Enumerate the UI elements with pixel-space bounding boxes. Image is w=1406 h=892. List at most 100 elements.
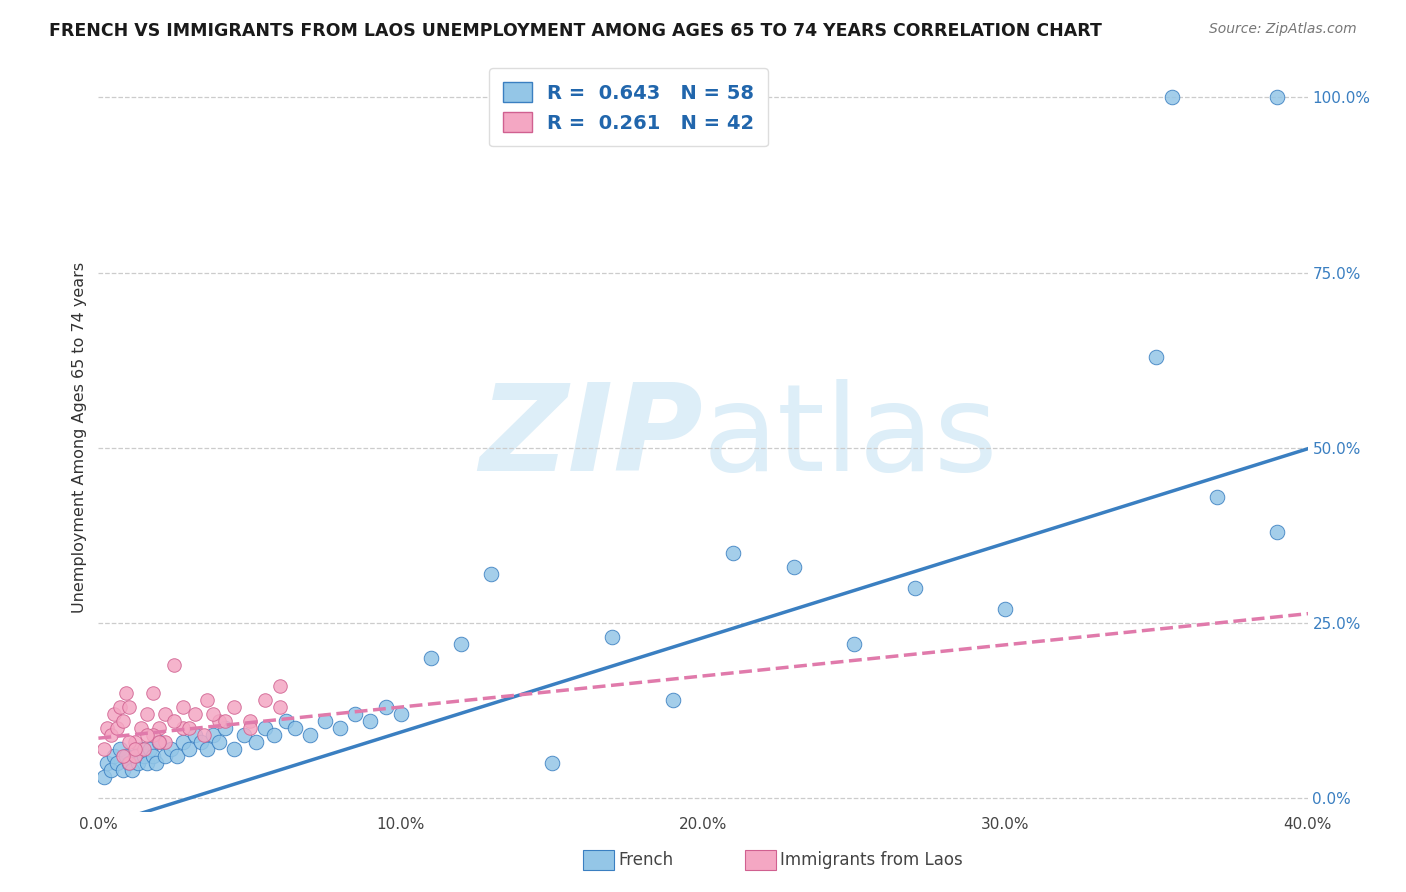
Point [153, 748, 176, 763]
Point [93, 741, 115, 756]
Point [114, 748, 136, 763]
Point [100, 763, 122, 777]
Text: FRENCH VS IMMIGRANTS FROM LAOS UNEMPLOYMENT AMONG AGES 65 TO 74 YEARS CORRELATIO: FRENCH VS IMMIGRANTS FROM LAOS UNEMPLOYM… [49, 22, 1102, 40]
Point [163, 657, 186, 672]
Point [329, 721, 352, 735]
Point [179, 721, 201, 735]
Point [661, 692, 683, 706]
Point [253, 721, 276, 735]
Point [374, 699, 396, 714]
Point [214, 714, 236, 728]
Point [602, 630, 624, 644]
Point [994, 601, 1017, 615]
Point [124, 741, 146, 756]
Point [132, 748, 155, 763]
Point [1267, 524, 1289, 539]
Point [148, 721, 170, 735]
Point [163, 714, 186, 728]
Point [208, 714, 231, 728]
Point [148, 734, 170, 748]
Point [284, 721, 307, 735]
Point [239, 721, 262, 735]
Point [904, 581, 927, 595]
Point [124, 748, 146, 763]
Y-axis label: Unemployment Among Ages 65 to 74 years: Unemployment Among Ages 65 to 74 years [72, 261, 87, 613]
Point [190, 734, 212, 748]
Point [208, 734, 231, 748]
Point [103, 706, 125, 721]
Text: French: French [619, 851, 673, 869]
Point [172, 734, 194, 748]
Point [1267, 90, 1289, 104]
Point [723, 546, 745, 560]
Point [844, 637, 866, 651]
Point [232, 728, 254, 742]
Point [160, 741, 183, 756]
Text: Immigrants from Laos: Immigrants from Laos [780, 851, 963, 869]
Point [239, 714, 262, 728]
Text: Source: ZipAtlas.com: Source: ZipAtlas.com [1209, 22, 1357, 37]
Point [105, 721, 128, 735]
Point [129, 721, 152, 735]
Point [111, 763, 134, 777]
Point [184, 728, 207, 742]
Point [314, 714, 336, 728]
Point [148, 734, 170, 748]
Point [172, 699, 194, 714]
Point [96, 756, 118, 770]
Point [142, 728, 165, 742]
Point [103, 748, 125, 763]
Point [1206, 490, 1229, 504]
Point [274, 714, 297, 728]
Point [344, 706, 367, 721]
Point [124, 734, 146, 748]
Point [224, 699, 246, 714]
Point [118, 699, 141, 714]
Point [1144, 350, 1167, 364]
Point [105, 756, 128, 770]
Point [153, 706, 176, 721]
Point [540, 756, 562, 770]
Point [263, 728, 285, 742]
Text: ZIP: ZIP [479, 378, 703, 496]
Point [202, 728, 225, 742]
Point [118, 756, 141, 770]
Point [111, 748, 134, 763]
Point [166, 748, 188, 763]
Point [96, 721, 118, 735]
Point [195, 692, 218, 706]
Point [153, 734, 176, 748]
Point [184, 706, 207, 721]
Point [118, 734, 141, 748]
Point [132, 741, 155, 756]
Point [93, 770, 115, 784]
Point [450, 637, 472, 651]
Point [195, 741, 218, 756]
Point [214, 721, 236, 735]
Point [389, 706, 412, 721]
Point [783, 559, 806, 574]
Point [121, 763, 143, 777]
Text: atlas: atlas [703, 378, 998, 496]
Point [108, 699, 131, 714]
Point [129, 741, 152, 756]
Point [179, 741, 201, 756]
Point [420, 650, 443, 665]
Point [108, 741, 131, 756]
Point [269, 679, 291, 693]
Point [139, 741, 162, 756]
Point [135, 756, 157, 770]
Point [100, 728, 122, 742]
Point [142, 748, 165, 763]
Point [111, 714, 134, 728]
Point [135, 706, 157, 721]
Point [1160, 90, 1182, 104]
Point [269, 699, 291, 714]
Legend: R =  0.643   N = 58, R =  0.261   N = 42: R = 0.643 N = 58, R = 0.261 N = 42 [489, 69, 768, 146]
Point [118, 756, 141, 770]
Point [224, 741, 246, 756]
Point [127, 756, 149, 770]
Point [114, 686, 136, 700]
Point [142, 686, 165, 700]
Point [135, 728, 157, 742]
